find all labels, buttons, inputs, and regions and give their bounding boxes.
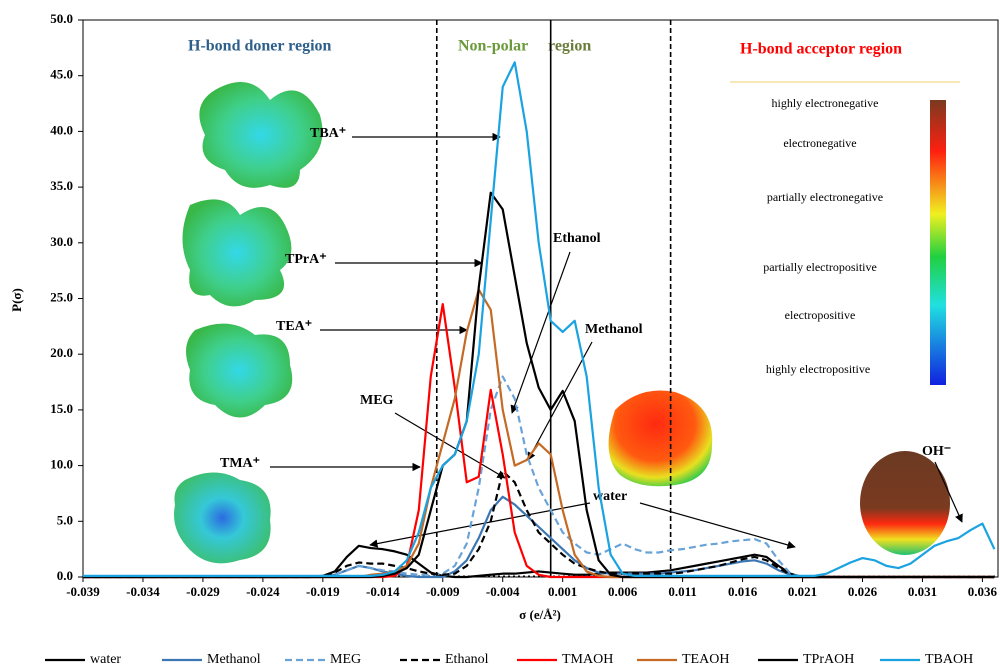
arrow: [394, 412, 506, 479]
scale-label: electropositive: [785, 308, 856, 322]
annotation-labels: TBA⁺ TPrA⁺ TEA⁺ TMA⁺ Ethanol Methanol ME…: [220, 126, 951, 504]
region-title: H-bond doner region: [188, 38, 332, 55]
x-tick-label: 0.016: [728, 584, 758, 599]
annotation: TPrA⁺: [285, 252, 327, 267]
x-tick-label: 0.036: [968, 584, 998, 599]
annotation: TMA⁺: [220, 456, 260, 471]
series-line: [83, 191, 995, 579]
annotation: OH⁻: [922, 444, 951, 459]
x-tick-label: -0.019: [306, 584, 340, 599]
legend-label: TMAOH: [562, 652, 613, 667]
series-line: [83, 61, 996, 577]
y-tick-label: 5.0: [57, 512, 73, 527]
x-tick-label: 0.006: [608, 584, 638, 599]
legend-label: TEAOH: [682, 652, 729, 667]
x-tick-label: 0.021: [788, 584, 817, 599]
x-tick-label: -0.034: [126, 584, 160, 599]
legend-label: water: [90, 652, 121, 667]
water-surface: [608, 390, 713, 487]
y-tick-label: 30.0: [50, 234, 73, 249]
legend-label: Methanol: [207, 652, 261, 667]
y-tick-label: 25.0: [50, 289, 73, 304]
tba-surface: [199, 82, 323, 188]
region-title: region: [548, 38, 591, 55]
x-tick-label: -0.039: [66, 584, 100, 599]
color-scale: highly electronegative electronegative p…: [730, 81, 962, 388]
x-tick-label: 0.001: [548, 584, 577, 599]
y-tick-label: 40.0: [50, 122, 73, 137]
x-tick-label: 0.011: [668, 584, 697, 599]
legend-label: MEG: [330, 652, 361, 667]
legend-label: Ethanol: [445, 652, 489, 667]
legend-label: TBAOH: [925, 652, 973, 667]
x-tick-label: 0.026: [848, 584, 878, 599]
molecules: [174, 82, 950, 564]
y-tick-label: 0.0: [57, 568, 73, 583]
y-tick-label: 50.0: [50, 11, 73, 26]
region-titles: H-bond doner region Non-polar region H-b…: [188, 38, 902, 58]
x-tick-label: -0.024: [246, 584, 280, 599]
arrow: [527, 341, 593, 461]
y-tick-label: 20.0: [50, 345, 73, 360]
x-tick-label: -0.009: [426, 584, 460, 599]
scale-bar: [930, 100, 946, 385]
scale-label: highly electronegative: [772, 96, 879, 110]
oh-surface: [860, 451, 950, 555]
y-axis-label: P(σ): [9, 288, 24, 312]
x-tick-label: 0.031: [908, 584, 937, 599]
x-axis-label: σ (e/Å²): [519, 607, 561, 622]
x-tick-label: -0.014: [366, 584, 400, 599]
annotation: Methanol: [585, 322, 643, 337]
arrow: [510, 251, 571, 414]
legend-label: TPrAOH: [803, 652, 854, 667]
y-tick-label: 10.0: [50, 457, 73, 472]
tea-surface: [186, 323, 293, 418]
annotation: TBA⁺: [310, 126, 346, 141]
annotations: [270, 132, 963, 549]
tpra-surface: [182, 199, 292, 307]
region-title: H-bond acceptor region: [740, 41, 902, 58]
scale-label: partially electronegative: [767, 190, 883, 204]
scale-label: highly electropositive: [766, 362, 870, 376]
annotation: MEG: [360, 393, 394, 408]
x-tick-label: -0.004: [486, 584, 520, 599]
annotation: water: [593, 489, 627, 504]
y-tick-label: 45.0: [50, 67, 73, 82]
region-title: Non-polar: [458, 38, 528, 55]
tma-surface: [174, 472, 271, 564]
arrow: [934, 461, 963, 523]
x-tick-label: -0.029: [186, 584, 220, 599]
scale-label: partially electropositive: [763, 260, 877, 274]
arrow: [639, 502, 796, 549]
scale-label: electronegative: [783, 136, 856, 150]
annotation: TEA⁺: [276, 319, 312, 334]
annotation: Ethanol: [553, 231, 601, 246]
y-tick-label: 35.0: [50, 178, 73, 193]
scale-box: [740, 86, 962, 388]
arrow: [369, 502, 591, 548]
y-tick-label: 15.0: [50, 401, 73, 416]
